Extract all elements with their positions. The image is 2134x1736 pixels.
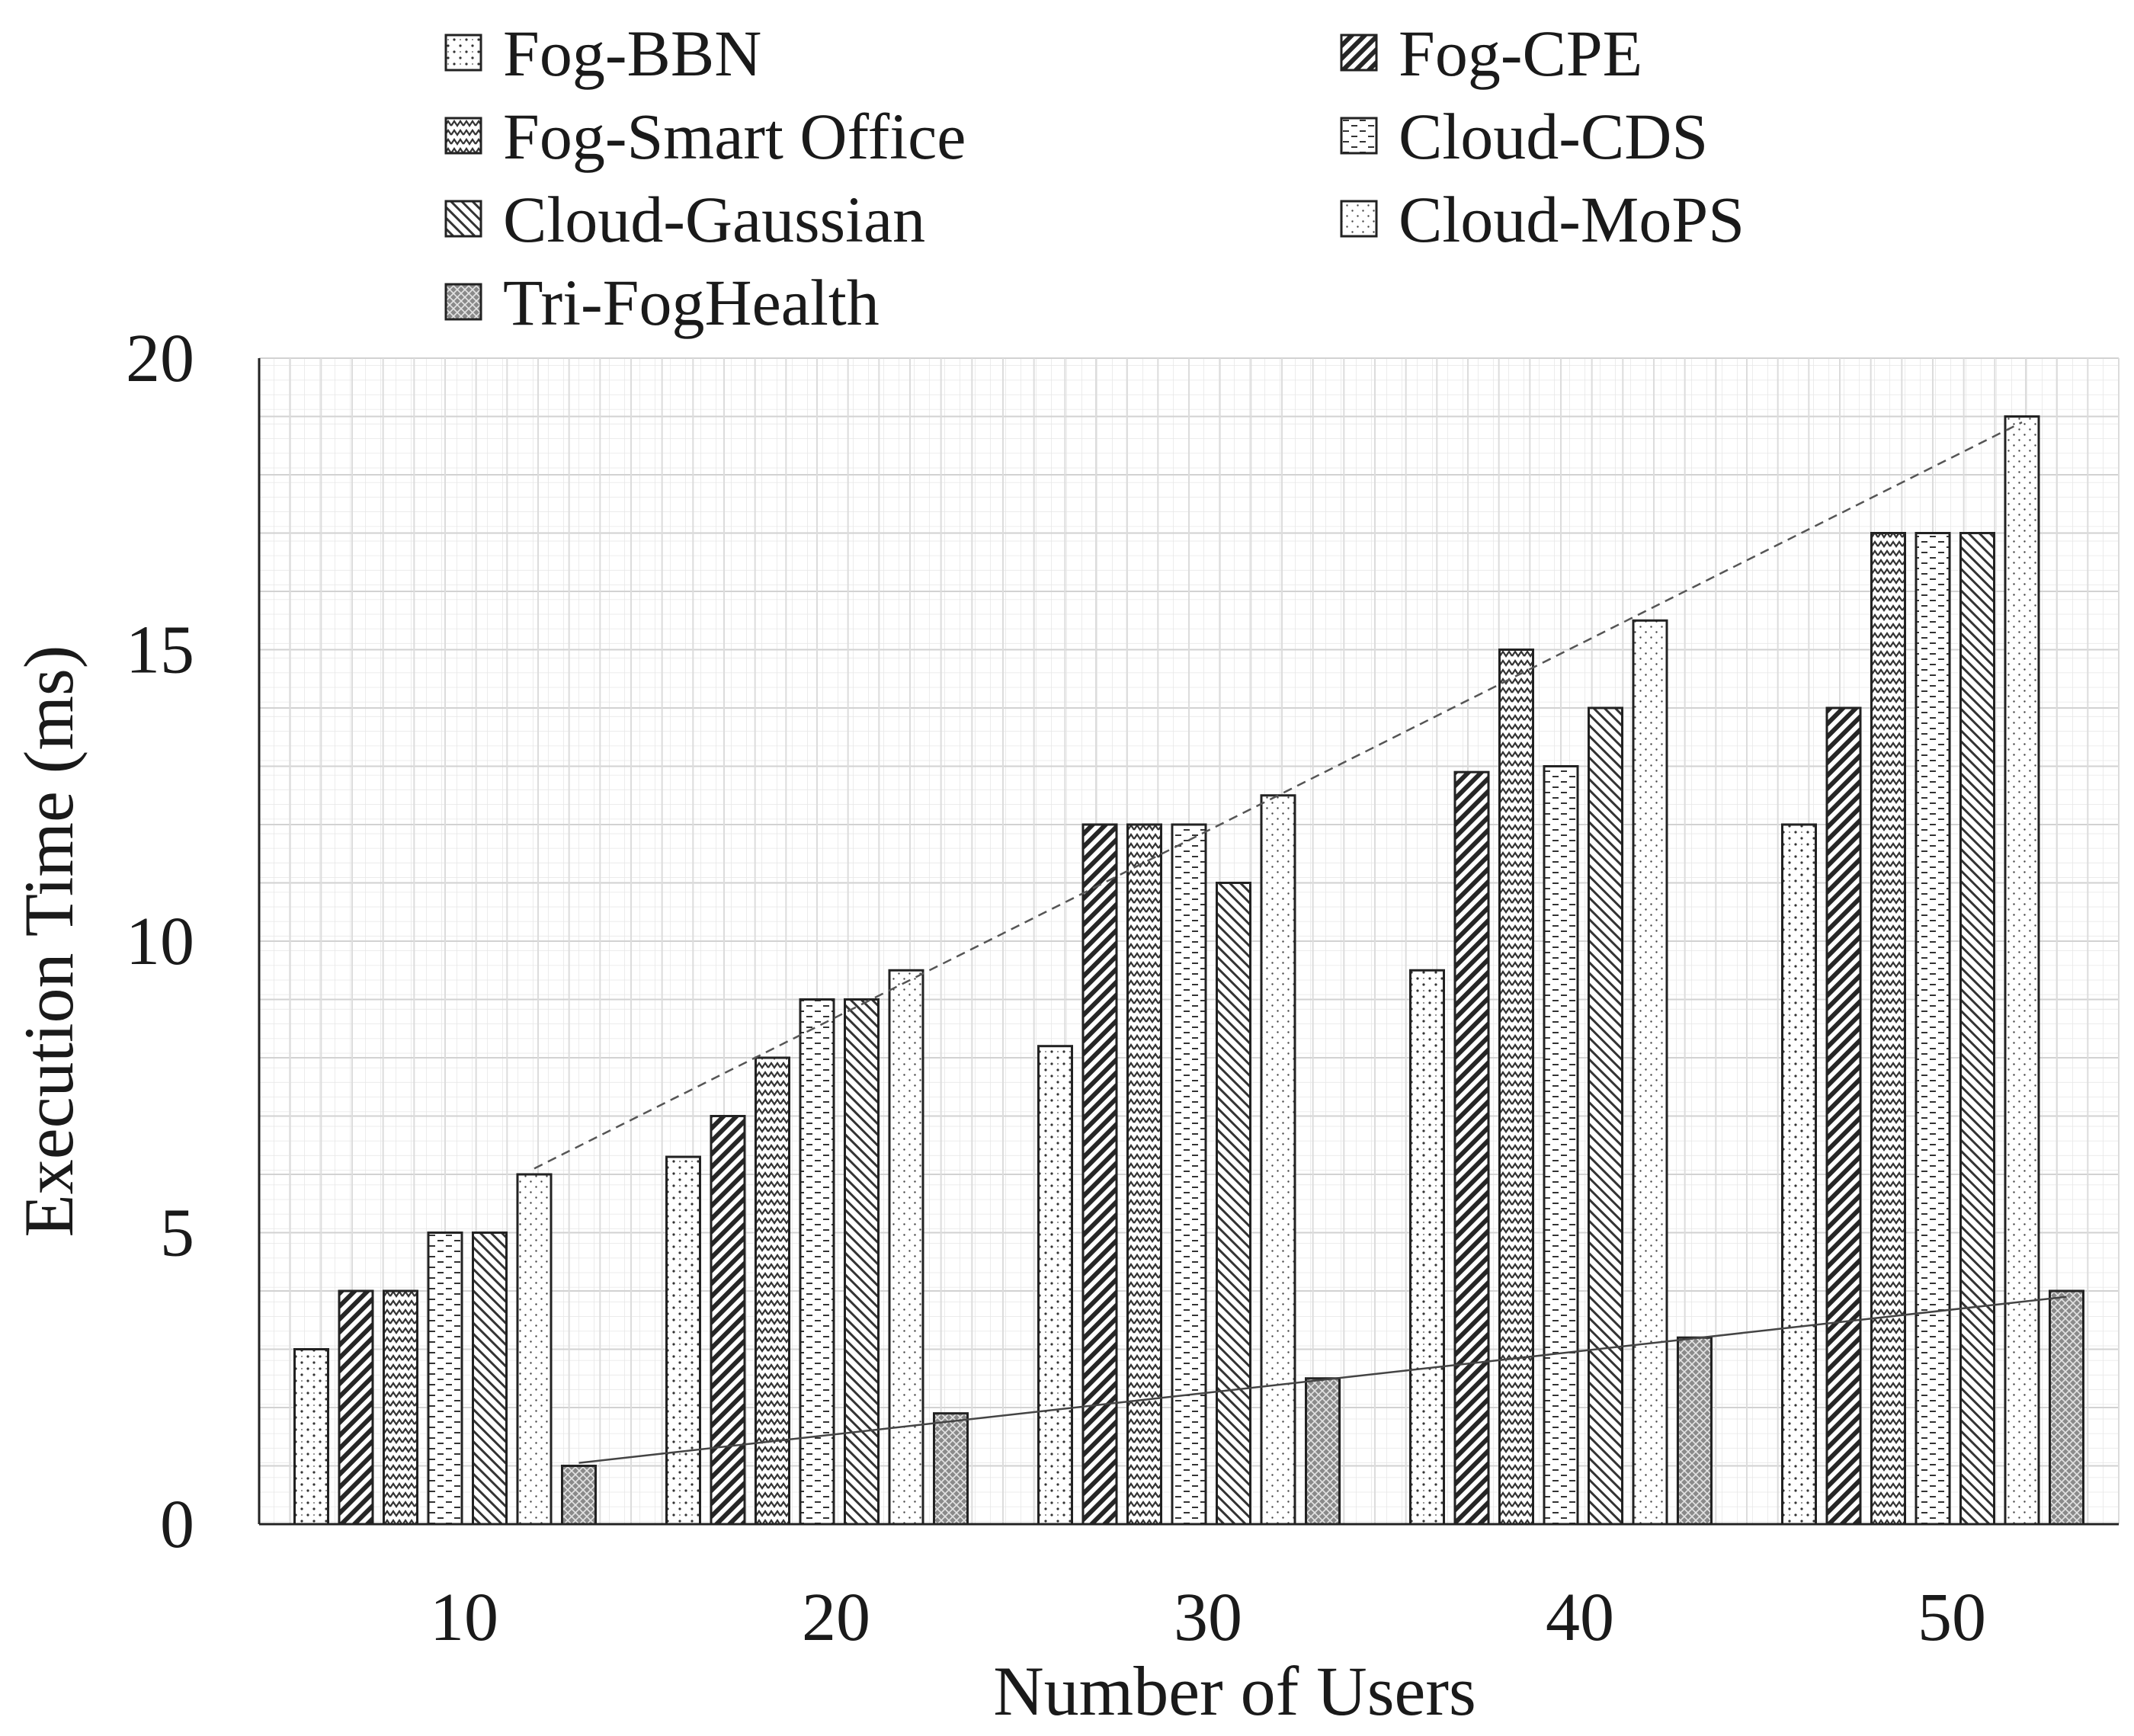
bar-tri-foghealth-40 bbox=[1677, 1336, 1713, 1526]
legend-swatch-fog-cpe bbox=[1340, 34, 1378, 72]
x-tick-label: 50 bbox=[1918, 1580, 1986, 1655]
legend-label: Fog-Smart Office bbox=[503, 100, 966, 173]
y-tick-label: 5 bbox=[160, 1196, 194, 1271]
legend-label: Cloud-Gaussian bbox=[503, 183, 925, 256]
bar-tri-foghealth-50 bbox=[2049, 1289, 2084, 1526]
legend-item-cloud-cds: Cloud-CDS bbox=[1340, 100, 1708, 173]
legend-item-fog-cpe: Fog-CPE bbox=[1340, 17, 1642, 90]
bar-fog-cpe-30 bbox=[1081, 823, 1118, 1526]
bar-cloud-mops-50 bbox=[2004, 415, 2040, 1526]
bar-cloud-cds-30 bbox=[1171, 823, 1207, 1526]
y-tick-label: 20 bbox=[126, 321, 194, 396]
x-tick-label: 30 bbox=[1174, 1580, 1242, 1655]
bar-tri-foghealth-20 bbox=[933, 1412, 969, 1526]
legend-label: Fog-CPE bbox=[1399, 17, 1642, 90]
y-tick-label: 10 bbox=[126, 904, 194, 979]
bar-fog-smart-office-50 bbox=[1870, 532, 1906, 1526]
bar-cloud-gaussian-50 bbox=[1959, 532, 1995, 1526]
bar-cloud-gaussian-40 bbox=[1588, 706, 1623, 1526]
x-tick-label: 20 bbox=[802, 1580, 870, 1655]
x-tick-label: 10 bbox=[430, 1580, 498, 1655]
bar-fog-bbn-20 bbox=[665, 1155, 701, 1526]
legend-label: Cloud-CDS bbox=[1399, 100, 1708, 173]
bar-fog-cpe-20 bbox=[710, 1115, 746, 1526]
legend-swatch-cloud-gaussian bbox=[444, 200, 482, 238]
bar-fog-cpe-10 bbox=[338, 1289, 374, 1526]
bar-fog-bbn-10 bbox=[293, 1348, 329, 1526]
legend-swatch-fog-bbn bbox=[444, 34, 482, 72]
bar-cloud-cds-40 bbox=[1543, 765, 1579, 1526]
legend-label: Tri-FogHealth bbox=[503, 266, 880, 339]
bars bbox=[293, 415, 2084, 1526]
bar-fog-bbn-30 bbox=[1037, 1045, 1073, 1526]
bar-fog-smart-office-30 bbox=[1126, 823, 1162, 1526]
legend-item-cloud-mops: Cloud-MoPS bbox=[1340, 183, 1745, 256]
bar-fog-cpe-40 bbox=[1453, 770, 1490, 1526]
bar-fog-smart-office-40 bbox=[1498, 649, 1534, 1526]
x-axis-title: Number of Users bbox=[993, 1652, 1476, 1730]
y-tick-label: 0 bbox=[160, 1487, 194, 1562]
legend-item-tri-foghealth: Tri-FogHealth bbox=[444, 266, 880, 339]
bar-cloud-cds-10 bbox=[427, 1232, 463, 1526]
trendline-cloud-mops bbox=[534, 421, 2023, 1170]
trendline-tri-foghealth bbox=[578, 1296, 2067, 1464]
bar-fog-cpe-50 bbox=[1825, 706, 1862, 1526]
legend: Fog-BBN Fog-CPE Fog-Smart Office Cloud-C… bbox=[444, 17, 1745, 339]
bar-cloud-mops-20 bbox=[888, 969, 924, 1526]
bar-cloud-mops-40 bbox=[1632, 619, 1668, 1526]
legend-item-fog-bbn: Fog-BBN bbox=[444, 17, 761, 90]
bar-tri-foghealth-30 bbox=[1305, 1377, 1341, 1526]
bar-cloud-gaussian-30 bbox=[1216, 882, 1251, 1526]
bar-fog-smart-office-20 bbox=[755, 1056, 790, 1526]
trendlines bbox=[534, 421, 2067, 1464]
y-axis-title: Execution Time (ms) bbox=[10, 645, 88, 1238]
legend-label: Fog-BBN bbox=[503, 17, 761, 90]
legend-swatch-tri-foghealth bbox=[444, 283, 482, 321]
bar-cloud-mops-30 bbox=[1260, 794, 1296, 1526]
y-tick-label: 15 bbox=[126, 613, 194, 688]
bar-cloud-cds-20 bbox=[799, 998, 835, 1526]
legend-swatch-fog-smart-office bbox=[444, 117, 482, 155]
bar-cloud-gaussian-20 bbox=[844, 998, 880, 1526]
bar-fog-bbn-40 bbox=[1409, 969, 1445, 1526]
legend-label: Cloud-MoPS bbox=[1399, 183, 1745, 256]
legend-swatch-cloud-mops bbox=[1340, 200, 1378, 238]
legend-item-fog-smart-office: Fog-Smart Office bbox=[444, 100, 966, 173]
x-tick-labels: 10 20 30 40 50 bbox=[430, 1580, 1986, 1655]
y-tick-labels: 0 5 10 15 20 bbox=[126, 321, 194, 1562]
bar-fog-smart-office-10 bbox=[383, 1289, 418, 1526]
bar-cloud-cds-50 bbox=[1915, 532, 1951, 1526]
x-tick-label: 40 bbox=[1546, 1580, 1614, 1655]
bar-tri-foghealth-10 bbox=[561, 1465, 597, 1526]
bar-cloud-mops-10 bbox=[516, 1173, 553, 1526]
legend-swatch-cloud-cds bbox=[1340, 117, 1378, 155]
legend-item-cloud-gaussian: Cloud-Gaussian bbox=[444, 183, 925, 256]
bar-fog-bbn-50 bbox=[1781, 823, 1817, 1526]
bar-cloud-gaussian-10 bbox=[472, 1232, 508, 1526]
